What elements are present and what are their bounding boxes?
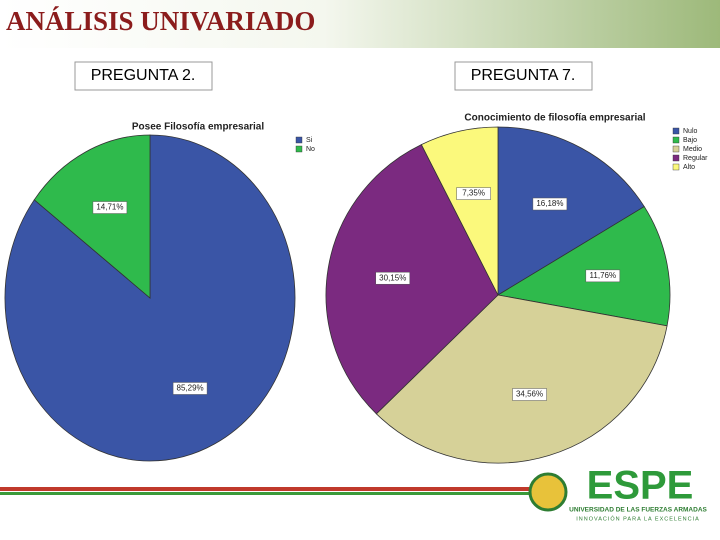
pie-slice — [33, 134, 151, 299]
stripe — [0, 492, 530, 495]
legend-label: Medio — [683, 146, 702, 153]
pie-slice — [375, 294, 668, 464]
panel-label-box — [454, 61, 593, 91]
logo-line: INNOVACIÓN PARA LA EXCELENCIA — [576, 515, 700, 522]
data-label-box — [375, 271, 411, 285]
pie-slice — [497, 126, 645, 296]
logo-emblem — [528, 472, 568, 512]
legend-swatch — [295, 136, 303, 144]
legend-swatch — [672, 136, 680, 144]
data-label: 16,18% — [536, 199, 563, 208]
pie-slice — [496, 206, 671, 327]
panel-label: PREGUNTA 7. — [471, 67, 576, 84]
legend-swatch — [672, 163, 680, 171]
panel-label-box — [74, 61, 213, 91]
pie-slice — [325, 144, 499, 415]
data-label: 30,15% — [379, 273, 406, 282]
legend-label: Si — [306, 137, 313, 144]
data-label: 34,56% — [516, 390, 543, 399]
legend-label: Alto — [683, 164, 695, 171]
slide-title: ANÁLISIS UNIVARIADO — [6, 6, 315, 36]
legend-label: Nulo — [683, 128, 698, 135]
data-label: 11,76% — [590, 271, 617, 280]
pie-slice — [420, 126, 499, 296]
data-label-box — [172, 382, 208, 395]
data-label: 14,71% — [96, 203, 123, 212]
legend-swatch — [295, 145, 303, 153]
chart-title: Posee Filosofía empresarial — [132, 122, 265, 133]
data-label: 7,35% — [462, 189, 485, 198]
data-label-box — [456, 187, 491, 200]
data-label-box — [585, 269, 621, 283]
legend-label: Regular — [683, 155, 708, 162]
chart-title: Conocimiento de filosofía empresarial — [464, 113, 645, 124]
data-label-box — [512, 388, 547, 401]
legend-swatch — [672, 154, 680, 162]
title-bar — [0, 0, 720, 48]
legend-label: Bajo — [683, 137, 697, 144]
stripe — [0, 487, 530, 491]
data-label: 85,29% — [177, 384, 204, 393]
legend-label: No — [306, 146, 315, 153]
data-label-box — [532, 197, 568, 211]
logo-line: UNIVERSIDAD DE LAS FUERZAS ARMADAS — [569, 507, 707, 514]
legend-swatch — [672, 145, 680, 153]
pie-slice — [4, 134, 296, 462]
legend-swatch — [672, 127, 680, 135]
logo-name: ESPE — [587, 464, 694, 508]
data-label-box — [92, 201, 128, 214]
panel-label: PREGUNTA 2. — [91, 67, 196, 84]
